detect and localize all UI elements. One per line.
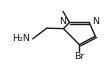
Text: N: N	[92, 17, 99, 26]
Text: H₂N: H₂N	[12, 34, 30, 43]
Text: Br: Br	[74, 52, 85, 61]
Text: N: N	[59, 17, 66, 26]
